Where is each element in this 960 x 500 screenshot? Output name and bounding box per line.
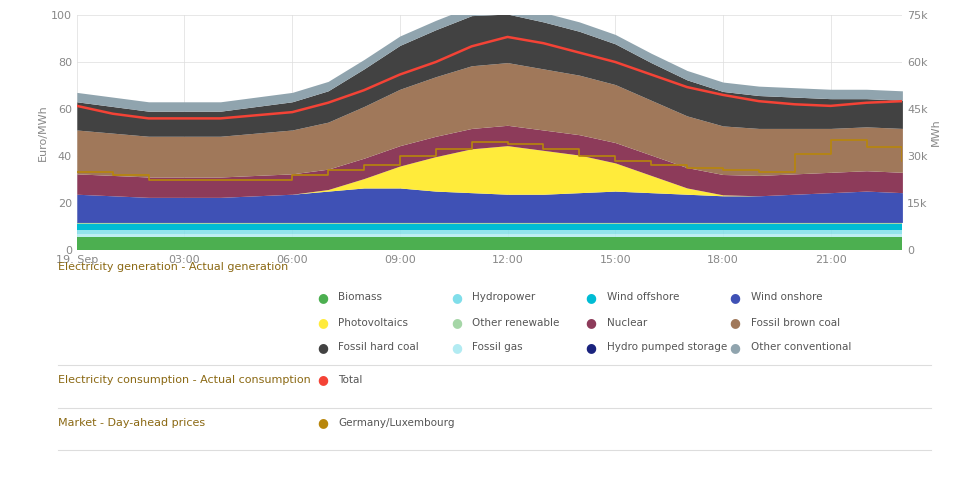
Text: Fossil hard coal: Fossil hard coal — [338, 342, 419, 352]
Text: ●: ● — [730, 341, 740, 354]
Text: Electricity generation - Actual generation: Electricity generation - Actual generati… — [58, 262, 288, 272]
Text: Wind offshore: Wind offshore — [607, 292, 679, 302]
Text: Wind onshore: Wind onshore — [751, 292, 822, 302]
Text: Other renewable: Other renewable — [472, 318, 560, 328]
Text: ●: ● — [317, 341, 327, 354]
Text: ●: ● — [586, 291, 596, 304]
Text: ●: ● — [317, 374, 327, 386]
Text: Market - Day-ahead prices: Market - Day-ahead prices — [58, 418, 204, 428]
Y-axis label: Euro/MWh: Euro/MWh — [38, 104, 48, 161]
Text: ●: ● — [317, 316, 327, 329]
Text: Fossil brown coal: Fossil brown coal — [751, 318, 840, 328]
Text: Total: Total — [338, 375, 362, 385]
Text: Germany/Luxembourg: Germany/Luxembourg — [338, 418, 454, 428]
Text: ●: ● — [730, 316, 740, 329]
Text: Electricity consumption - Actual consumption: Electricity consumption - Actual consump… — [58, 375, 310, 385]
Text: ●: ● — [730, 291, 740, 304]
Text: ●: ● — [451, 291, 462, 304]
Text: Hydropower: Hydropower — [472, 292, 536, 302]
Text: ●: ● — [451, 341, 462, 354]
Y-axis label: MWh: MWh — [930, 118, 941, 146]
Text: Hydro pumped storage: Hydro pumped storage — [607, 342, 727, 352]
Text: Photovoltaics: Photovoltaics — [338, 318, 408, 328]
Text: ●: ● — [317, 416, 327, 429]
Text: ●: ● — [586, 341, 596, 354]
Text: Other conventional: Other conventional — [751, 342, 852, 352]
Text: ●: ● — [317, 291, 327, 304]
Text: Biomass: Biomass — [338, 292, 382, 302]
Text: Nuclear: Nuclear — [607, 318, 647, 328]
Text: ●: ● — [451, 316, 462, 329]
Text: Fossil gas: Fossil gas — [472, 342, 523, 352]
Text: ●: ● — [586, 316, 596, 329]
